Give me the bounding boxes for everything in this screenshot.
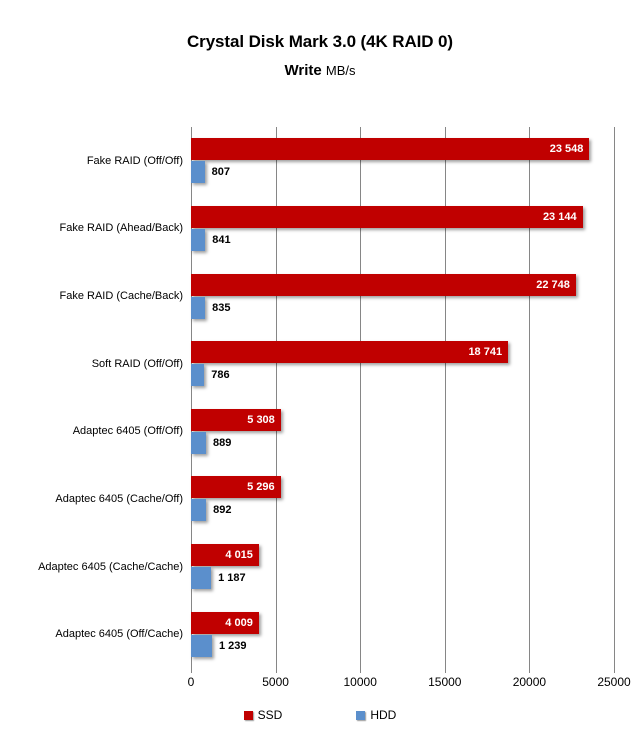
chart-category-row: Adaptec 6405 (Cache/Cache) 4 015 1 187: [38, 533, 614, 601]
category-axis-label: Fake RAID (Off/Off): [86, 154, 183, 167]
x-tick-mark: [360, 668, 362, 673]
x-tick-label: 15000: [428, 675, 462, 689]
x-axis: 0 5000 10000 15000 20000 25000: [187, 668, 631, 694]
chart-category-row: Fake RAID (Off/Off) 23 548 807: [87, 127, 614, 195]
bar-group: 4 015 1 187: [191, 544, 614, 590]
bar-group: 18 741 786: [191, 341, 614, 387]
x-tick-mark: [275, 668, 277, 673]
bar-group: 22 748 835: [191, 273, 614, 319]
bar-value-label: 23 548: [549, 143, 584, 156]
bar-group: 23 548 807: [191, 138, 614, 184]
legend-item-hdd[interactable]: HDD: [356, 708, 396, 722]
gridline: [360, 127, 362, 668]
x-tick-label: 10000: [343, 675, 377, 689]
bar-hdd: 841: [191, 228, 231, 251]
bar-ssd: 4 009: [191, 611, 259, 634]
bar-value-label: 23 144: [542, 210, 577, 223]
bar-ssd: 5 296: [191, 476, 281, 499]
chart-legend: SSD HDD: [0, 708, 640, 722]
gridline: [529, 127, 531, 668]
bar-value-label: 18 741: [468, 346, 503, 359]
category-axis-label: Adaptec 6405 (Off/Off): [72, 425, 183, 438]
chart-category-row: Fake RAID (Cache/Back) 22 748 835: [60, 262, 614, 330]
bar-hdd: 835: [191, 296, 230, 319]
category-axis-label: Adaptec 6405 (Cache/Off): [55, 492, 183, 505]
bar-hdd: 1 187: [191, 567, 246, 590]
bar-value-label: 807: [211, 166, 230, 179]
bar-value-label: 1 187: [218, 572, 246, 585]
legend-swatch-icon: [243, 710, 253, 720]
bar-ssd: 4 015: [191, 544, 259, 567]
chart-title: Crystal Disk Mark 3.0 (4K RAID 0): [187, 32, 453, 51]
x-tick-label: 5000: [262, 675, 289, 689]
bar-value-label: 889: [213, 436, 232, 449]
bar-value-label: 5 296: [247, 481, 275, 494]
category-axis-label: Fake RAID (Ahead/Back): [59, 222, 184, 235]
category-axis-label: Adaptec 6405 (Cache/Cache): [38, 560, 183, 573]
bar-value-label: 5 308: [247, 413, 275, 426]
bar-value-label: 4 015: [225, 549, 253, 562]
value-axis-line: [191, 127, 192, 668]
x-tick-mark: [529, 668, 531, 673]
chart-category-row: Adaptec 6405 (Off/Off) 5 308 889: [73, 398, 614, 466]
bar-value-label: 4 009: [225, 616, 253, 629]
bar-ssd: 22 748: [191, 273, 576, 296]
plot-area: Fake RAID (Off/Off) 23 548 807 Fake RAID (A…: [38, 127, 615, 668]
bar-hdd: 892: [191, 499, 231, 522]
chart-category-row: Fake RAID (Ahead/Back) 23 144 841: [60, 195, 614, 263]
chart-subtitle-metric: Write: [284, 62, 322, 79]
bar-ssd: 18 741: [191, 341, 509, 364]
x-tick-label: 0: [187, 675, 195, 689]
bar-group: 4 009 1 239: [191, 611, 614, 657]
bar-hdd: 1 239: [191, 634, 246, 657]
bar-value-label: 841: [212, 233, 231, 246]
legend-label: HDD: [370, 708, 397, 722]
category-axis-label: Adaptec 6405 (Off/Cache): [55, 628, 183, 641]
gridline: [275, 127, 277, 668]
bar-hdd: 807: [191, 161, 230, 184]
x-tick-label: 25000: [597, 675, 631, 689]
bar-value-label: 835: [212, 301, 231, 314]
chart-category-row: Adaptec 6405 (Cache/Off) 5 296 892: [55, 465, 614, 533]
bar-hdd: 889: [191, 431, 231, 454]
bar-group: 5 308 889: [191, 408, 614, 454]
bar-value-label: 1 239: [218, 639, 247, 652]
x-tick-label: 20000: [512, 675, 547, 689]
chart-subtitle: Write MB/s: [0, 62, 640, 79]
category-axis-label: Soft RAID (Off/Off): [91, 357, 183, 370]
x-tick-mark: [444, 668, 446, 673]
bar-group: 23 144 841: [191, 205, 614, 251]
legend-label: SSD: [257, 708, 283, 722]
gridline: [614, 127, 615, 668]
bar-value-label: 22 748: [536, 278, 570, 291]
bar-value-label: 786: [211, 369, 230, 382]
gridline: [444, 127, 446, 668]
bar-ssd: 23 548: [191, 138, 590, 161]
chart-category-row: Adaptec 6405 (Off/Cache) 4 009 1 239: [55, 600, 614, 668]
chart-subtitle-unit: MB/s: [325, 63, 356, 78]
legend-swatch-icon: [356, 710, 366, 720]
bar-value-label: 892: [213, 504, 232, 517]
chart-category-row: Soft RAID (Off/Off) 18 741 786: [92, 330, 614, 398]
bar-hdd: 786: [191, 364, 230, 387]
bar-group: 5 296 892: [191, 476, 614, 522]
category-axis-label: Fake RAID (Cache/Back): [59, 290, 183, 303]
bar-ssd: 5 308: [191, 408, 281, 431]
legend-item-ssd[interactable]: SSD: [243, 708, 283, 722]
x-tick-mark: [614, 668, 615, 673]
bar-ssd: 23 144: [191, 205, 583, 228]
x-tick-mark: [191, 668, 192, 673]
